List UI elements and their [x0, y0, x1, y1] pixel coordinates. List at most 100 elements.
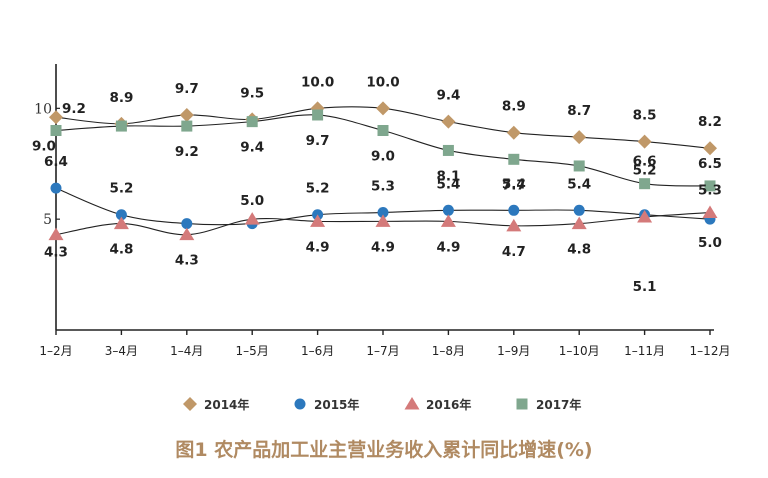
series-point	[179, 107, 194, 122]
series-point	[246, 116, 258, 128]
series-point	[573, 160, 585, 172]
data-label: 5.2	[306, 181, 330, 197]
data-label: 5.0	[698, 235, 722, 251]
data-label: 4.3	[175, 253, 199, 269]
x-tick-label: 1–4月	[170, 344, 203, 358]
data-label: 5.2	[633, 163, 657, 179]
series-point	[442, 204, 454, 216]
data-label: 4.9	[436, 239, 460, 255]
series-point	[440, 214, 456, 227]
data-label: 9.5	[240, 85, 264, 101]
data-label: 4.3	[44, 245, 68, 261]
series-point	[376, 101, 390, 116]
series-point	[704, 180, 716, 192]
data-label: 9.7	[175, 81, 199, 97]
data-label: 6.5	[698, 156, 722, 172]
data-label: 8.9	[109, 90, 133, 106]
series-point	[375, 214, 391, 227]
series-point	[442, 144, 454, 156]
x-tick-label: 3–4月	[105, 344, 138, 358]
y-tick-label: 10	[34, 101, 52, 117]
data-label: 8.2	[698, 114, 722, 130]
data-label: 10.0	[301, 74, 334, 90]
legend-label: 2016年	[426, 397, 471, 412]
legend-marker	[516, 398, 528, 410]
series-point	[441, 114, 456, 129]
series-point	[179, 227, 195, 241]
series-point	[702, 205, 718, 219]
series-point	[508, 153, 520, 165]
series-point	[49, 110, 63, 125]
data-label: 5.2	[109, 181, 133, 197]
data-label: 8.5	[633, 108, 657, 124]
data-label: 4.7	[502, 244, 526, 260]
series-point	[572, 130, 587, 145]
series-point	[115, 209, 127, 221]
series-point	[181, 120, 193, 132]
series-point	[637, 134, 652, 149]
x-tick-label: 1–10月	[559, 344, 600, 358]
data-label: 5.4	[567, 176, 591, 192]
series-point	[377, 207, 389, 219]
data-label: 9.2	[175, 144, 199, 160]
series-point	[48, 227, 64, 241]
series-point	[113, 216, 129, 230]
data-label: 9.0	[371, 149, 395, 165]
legend-label: 2015年	[314, 397, 359, 412]
series-point	[573, 204, 585, 216]
data-label: 6.4	[44, 154, 68, 170]
legend-label: 2017年	[536, 397, 581, 412]
data-label: 9.0	[32, 139, 56, 155]
data-label: 6.6	[633, 154, 657, 170]
chart-title: 图1 农产品加工业主营业务收入累计同比增速(%)	[175, 438, 592, 461]
series-point	[115, 120, 127, 132]
data-label: 8.9	[502, 99, 526, 115]
data-label: 4.9	[371, 239, 395, 255]
x-tick-label: 1–7月	[366, 344, 399, 358]
x-tick-label: 1–5月	[236, 344, 269, 358]
x-tick-label: 1–12月	[690, 344, 731, 358]
x-tick-label: 1–9月	[497, 344, 530, 358]
data-label: 5.4	[436, 176, 460, 192]
data-label: 8.7	[567, 103, 591, 119]
data-label: 9.7	[306, 133, 330, 149]
data-label: 4.8	[567, 242, 591, 258]
data-label: 5.0	[240, 193, 264, 209]
series-point	[637, 209, 653, 223]
series-point	[639, 178, 651, 190]
data-label: 9.4	[240, 140, 264, 156]
legend-marker	[294, 398, 306, 410]
data-label: 9.4	[436, 88, 460, 104]
series-point	[181, 218, 193, 230]
data-label: 7.7	[502, 177, 526, 193]
legend-marker	[183, 397, 197, 411]
data-label: 5.4	[502, 176, 526, 192]
legend-label: 2014年	[204, 397, 249, 412]
y-tick-label: 5	[43, 212, 52, 228]
series-point	[506, 218, 522, 232]
series-point	[310, 214, 326, 227]
x-tick-label: 1–6月	[301, 344, 334, 358]
series-point	[571, 216, 587, 230]
legend-marker	[404, 397, 420, 410]
data-label: 5.1	[633, 279, 657, 295]
data-label: 5.3	[698, 183, 722, 199]
data-label: 10.0	[366, 74, 399, 90]
data-label: 4.8	[109, 242, 133, 258]
data-label: 9.2	[62, 101, 86, 117]
series-point	[377, 125, 389, 136]
x-tick-label: 1–11月	[624, 344, 665, 358]
series-point	[50, 125, 62, 136]
series-point	[703, 141, 717, 156]
series-point	[244, 212, 260, 225]
series-point	[506, 125, 521, 140]
series-point	[508, 204, 520, 216]
x-tick-label: 1–8月	[432, 344, 465, 358]
data-label: 5.3	[371, 179, 395, 195]
data-label: 4.9	[306, 239, 330, 255]
series-point	[312, 109, 324, 121]
series-point	[50, 182, 62, 194]
data-label: 8.1	[436, 168, 460, 184]
